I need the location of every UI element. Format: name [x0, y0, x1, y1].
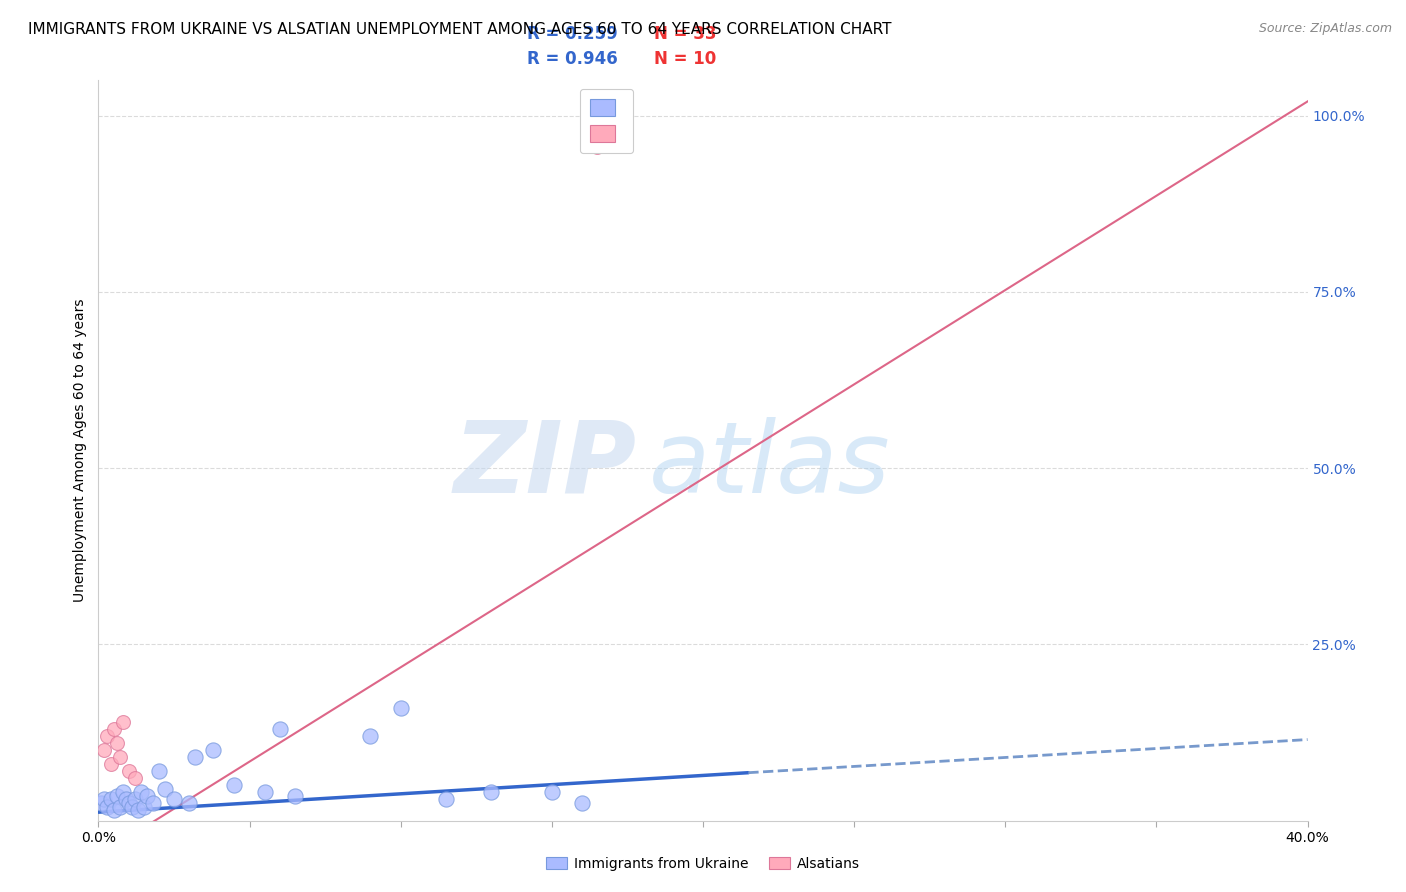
Point: [100, 792, 122, 806]
Point: [163, 792, 186, 806]
Point: [135, 789, 157, 803]
Point: [111, 785, 134, 799]
Point: [103, 722, 125, 736]
Text: R = 0.259: R = 0.259: [527, 25, 619, 43]
Point: [121, 799, 143, 814]
Point: [100, 757, 122, 772]
Point: [202, 743, 225, 757]
Point: [93, 743, 115, 757]
Text: N = 33: N = 33: [654, 25, 716, 43]
Text: Source: ZipAtlas.com: Source: ZipAtlas.com: [1258, 22, 1392, 36]
Point: [105, 736, 128, 750]
Point: [108, 750, 131, 764]
Point: [184, 750, 207, 764]
Point: [571, 796, 593, 810]
Legend: , : ,: [579, 88, 633, 153]
Legend: Immigrants from Ukraine, Alsatians: Immigrants from Ukraine, Alsatians: [540, 851, 866, 876]
Point: [481, 785, 503, 799]
Point: [111, 714, 134, 729]
Point: [127, 803, 149, 817]
Point: [90, 796, 112, 810]
Point: [586, 140, 609, 154]
Point: [179, 796, 201, 810]
Point: [96, 729, 118, 743]
Point: [153, 781, 176, 796]
Point: [124, 792, 146, 806]
Point: [129, 785, 152, 799]
Point: [114, 792, 136, 806]
Point: [148, 764, 170, 779]
Text: R = 0.946: R = 0.946: [527, 50, 619, 68]
Point: [224, 778, 246, 792]
Point: [118, 764, 141, 779]
Text: atlas: atlas: [648, 417, 890, 514]
Point: [118, 796, 141, 810]
Point: [96, 799, 118, 814]
Point: [132, 799, 155, 814]
Text: IMMIGRANTS FROM UKRAINE VS ALSATIAN UNEMPLOYMENT AMONG AGES 60 TO 64 YEARS CORRE: IMMIGRANTS FROM UKRAINE VS ALSATIAN UNEM…: [28, 22, 891, 37]
Point: [253, 785, 276, 799]
Point: [540, 785, 562, 799]
Text: ZIP: ZIP: [454, 417, 637, 514]
Point: [434, 792, 457, 806]
Point: [93, 792, 115, 806]
Point: [389, 701, 412, 715]
Text: N = 10: N = 10: [654, 50, 716, 68]
Point: [360, 729, 382, 743]
Point: [284, 789, 307, 803]
Point: [105, 789, 128, 803]
Point: [269, 722, 291, 736]
Point: [142, 796, 165, 810]
Point: [108, 799, 131, 814]
Y-axis label: Unemployment Among Ages 60 to 64 years: Unemployment Among Ages 60 to 64 years: [73, 299, 87, 602]
Point: [103, 803, 125, 817]
Point: [124, 772, 146, 786]
